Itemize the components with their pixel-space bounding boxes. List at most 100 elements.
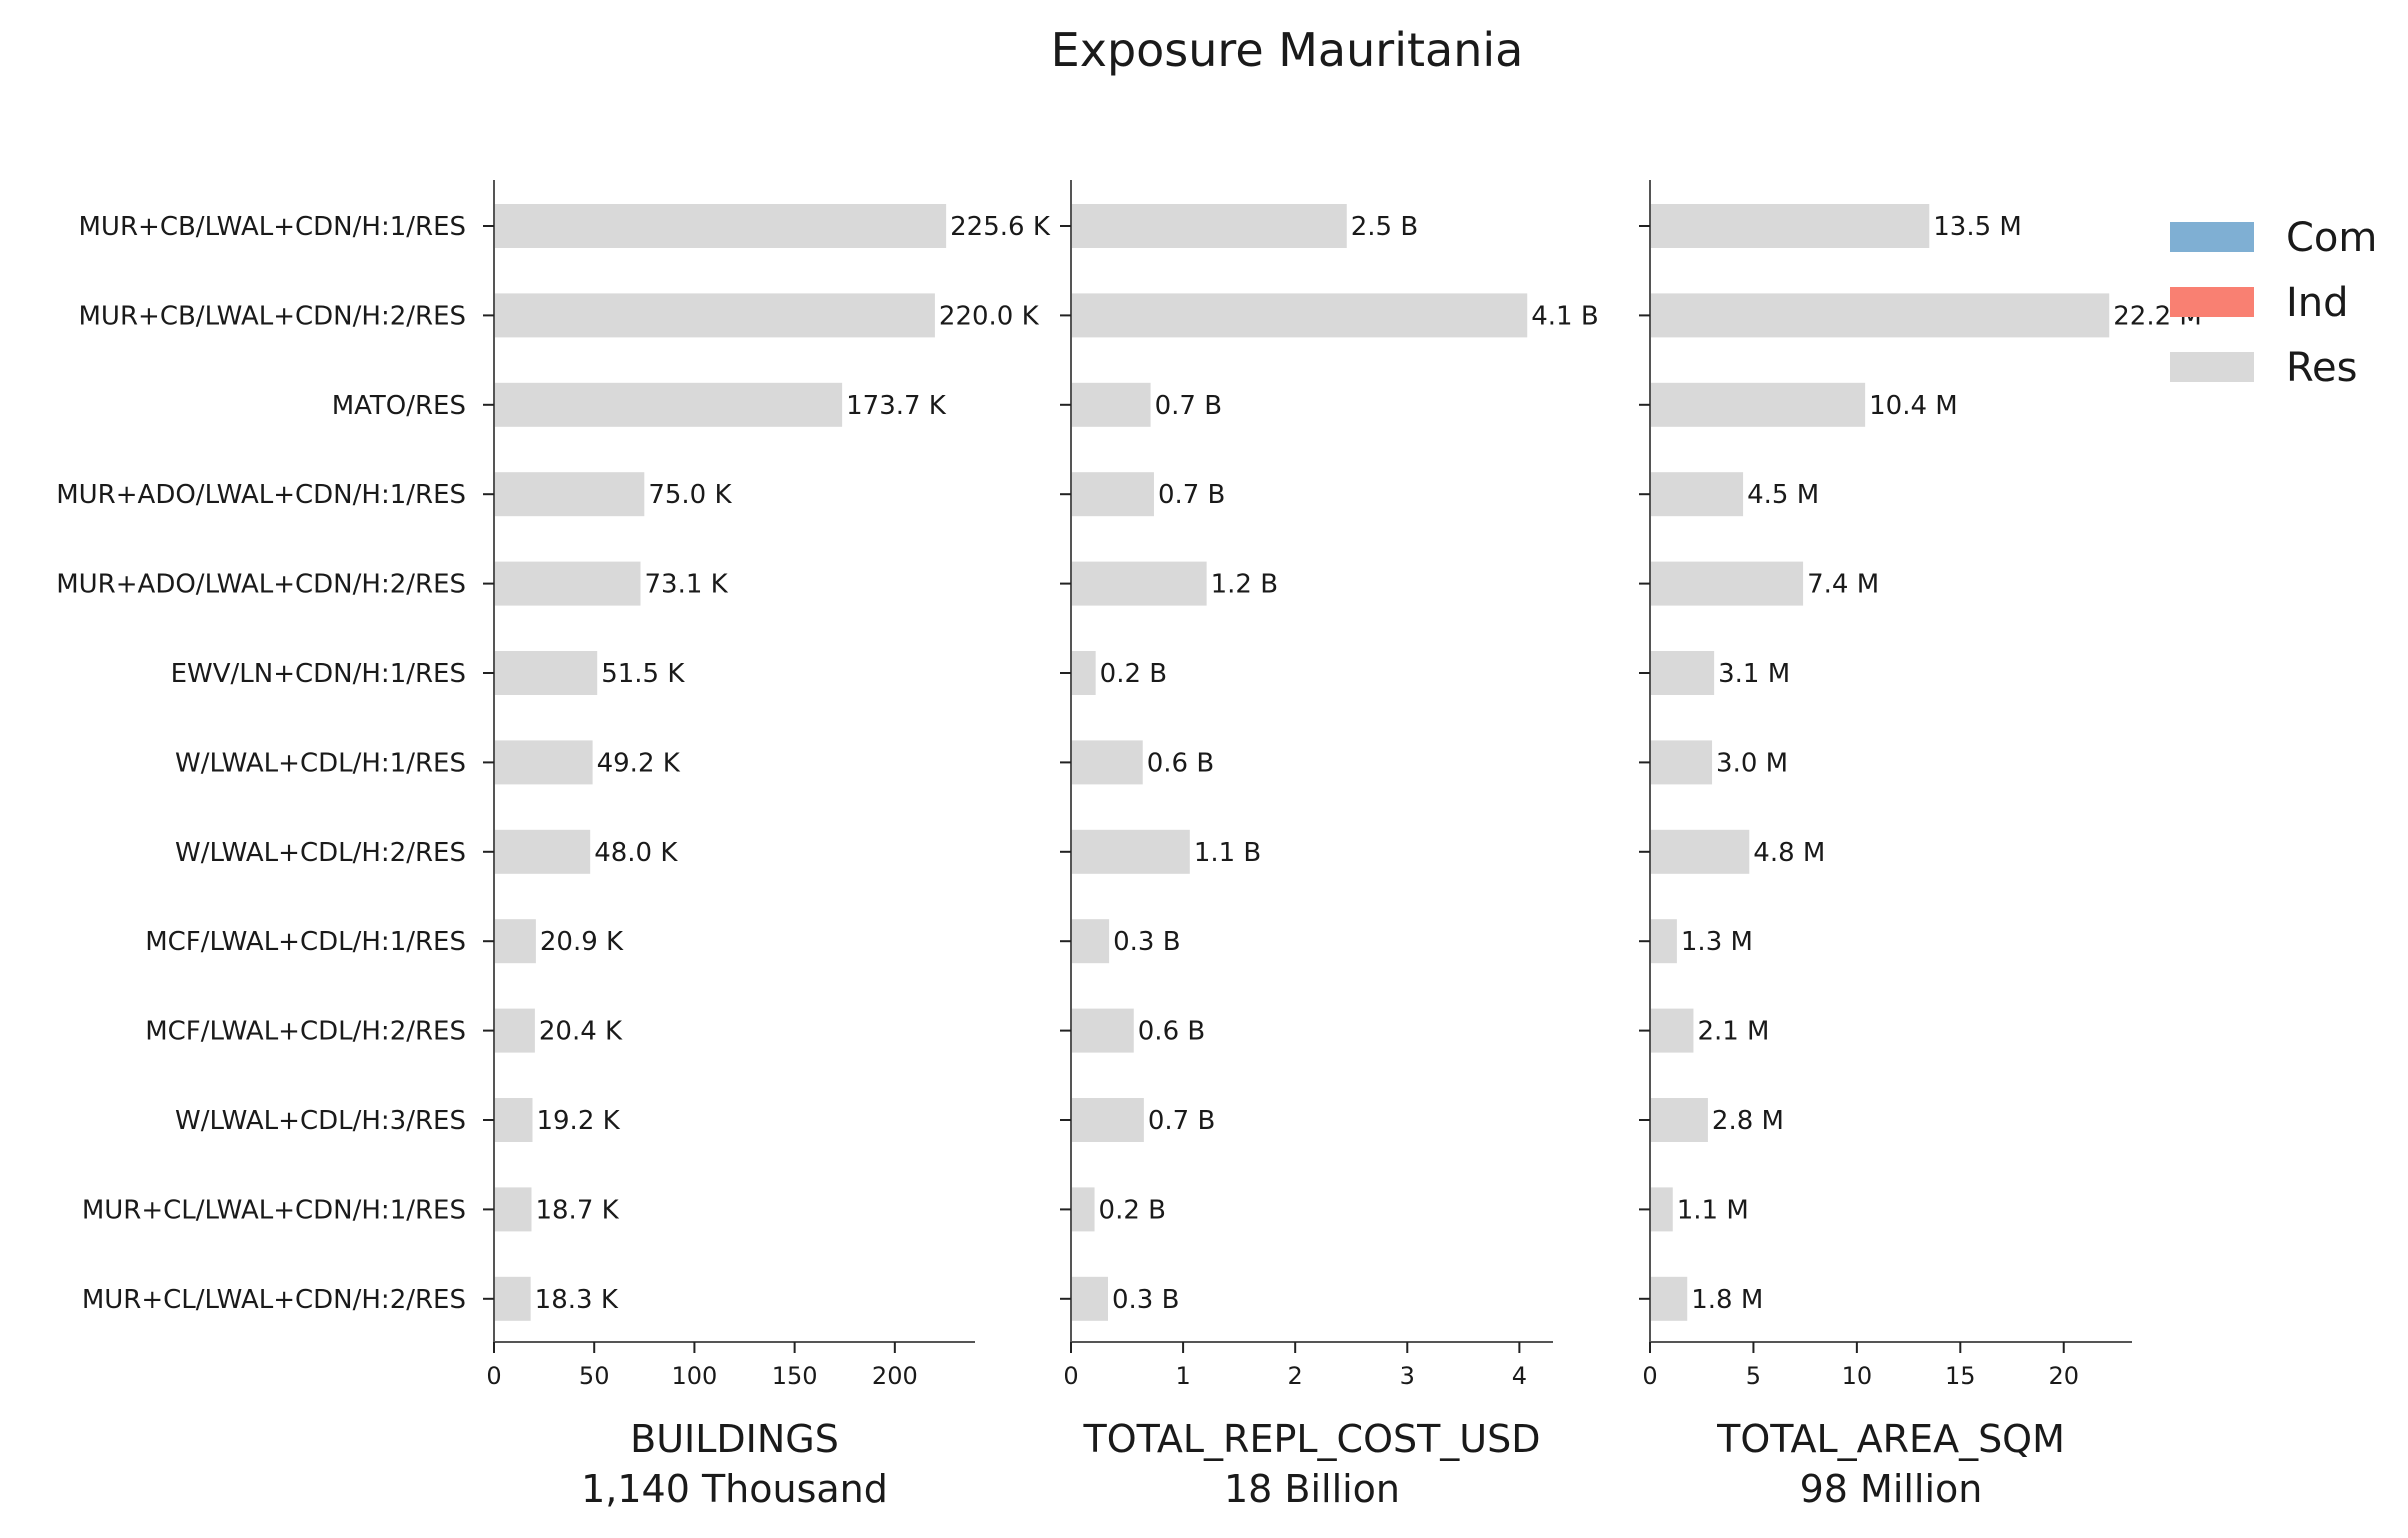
bar [1650,382,1866,427]
bar [494,919,536,964]
bar [1650,919,1677,964]
data-label: 0.7 B [1148,1106,1215,1136]
bar [1650,829,1750,874]
x-axis-total: 98 Million [1800,1467,1983,1511]
category-label: W/LWAL+CDL/H:3/RES [175,1106,466,1136]
category-label: MUR+ADO/LWAL+CDN/H:2/RES [56,570,466,600]
bar [494,1276,531,1321]
data-label: 0.7 B [1155,391,1222,421]
data-label: 7.4 M [1807,570,1879,600]
data-label: 0.2 B [1099,1195,1166,1225]
x-tick-label: 0 [1642,1362,1657,1390]
data-label: 225.6 K [950,212,1051,242]
data-label: 0.2 B [1100,659,1167,689]
data-label: 0.6 B [1147,748,1214,778]
bar [1071,472,1154,517]
bar [494,1187,532,1232]
category-label: MUR+CL/LWAL+CDN/H:2/RES [82,1285,466,1315]
legend-swatch [2170,222,2254,252]
data-label: 1.2 B [1211,570,1278,600]
category-label: EWV/LN+CDN/H:1/RES [171,659,466,689]
x-axis-title: TOTAL_AREA_SQM [1716,1417,2065,1461]
x-tick-label: 0 [1063,1362,1078,1390]
category-label: MUR+ADO/LWAL+CDN/H:1/RES [56,480,466,510]
panel-1: 225.6 K 220.0 K 173.7 K 75.0 K 73.1 K 51.5 K 4… [56,180,1051,1511]
chart-panels: 225.6 K 220.0 K 173.7 K 75.0 K 73.1 K 51.5 K 4… [56,180,2202,1511]
x-tick-label: 4 [1512,1362,1527,1390]
category-label: MUR+CB/LWAL+CDN/H:1/RES [79,212,467,242]
data-label: 0.6 B [1138,1017,1205,1047]
data-label: 13.5 M [1933,212,2022,242]
data-label: 75.0 K [648,480,732,510]
data-label: 18.7 K [535,1195,619,1225]
bar [494,829,591,874]
bar [1650,1008,1694,1053]
data-label: 3.1 M [1718,659,1790,689]
data-label: 2.1 M [1697,1017,1769,1047]
category-label: MCF/LWAL+CDL/H:1/RES [145,927,466,957]
legend-label: Com [2286,215,2377,261]
chart-legend: Com Ind Res [2170,215,2377,391]
data-label: 51.5 K [601,659,685,689]
x-axis-title: BUILDINGS [630,1417,839,1461]
panel-3: 13.5 M22.2 M10.4 M4.5 M7.4 M3.1 M3.0 M4.… [1639,180,2202,1511]
bar [1071,919,1110,964]
data-label: 4.8 M [1753,838,1825,868]
legend-swatch [2170,287,2254,317]
category-label: MUR+CB/LWAL+CDN/H:2/RES [79,301,467,331]
bar [494,472,645,517]
data-label: 20.4 K [539,1017,623,1047]
x-tick-label: 150 [772,1362,818,1390]
data-label: 0.3 B [1113,927,1180,957]
bar [494,382,843,427]
x-tick-label: 5 [1746,1362,1761,1390]
data-label: 0.3 B [1112,1285,1179,1315]
category-label: W/LWAL+CDL/H:1/RES [175,748,466,778]
bar [1071,829,1190,874]
bar [1650,1187,1673,1232]
data-label: 2.5 B [1351,212,1418,242]
bar [494,651,598,695]
bar [1650,472,1744,517]
x-tick-label: 0 [486,1362,501,1390]
bar [494,1008,535,1053]
data-label: 2.8 M [1712,1106,1784,1136]
bar [1650,1276,1688,1321]
bar [1071,561,1207,606]
data-label: 4.1 B [1531,301,1598,331]
bar [1071,1098,1144,1142]
legend-label: Res [2286,345,2357,391]
bar [1650,651,1715,695]
bar [1071,1187,1095,1232]
x-tick-label: 200 [872,1362,918,1390]
x-tick-label: 15 [1945,1362,1976,1390]
bar [494,204,947,248]
data-label: 49.2 K [597,748,681,778]
data-label: 4.5 M [1747,480,1819,510]
x-tick-label: 10 [1842,1362,1873,1390]
x-tick-label: 100 [672,1362,718,1390]
x-axis-total: 1,140 Thousand [581,1467,888,1511]
data-label: 1.1 M [1677,1195,1749,1225]
category-label: MATO/RES [332,391,466,421]
category-label: W/LWAL+CDL/H:2/RES [175,838,466,868]
panel-2: 2.5 B 4.1 B 0.7 B 0.7 B 1.2 B 0.2 B 0.6 B 1.1 B… [1060,180,1599,1511]
x-axis-title: TOTAL_REPL_COST_USD [1082,1417,1540,1461]
x-tick-label: 2 [1288,1362,1303,1390]
chart-title: Exposure Mauritania [1051,23,1524,77]
data-label: 1.1 B [1194,838,1261,868]
bar [1071,293,1528,338]
bar [1650,204,1930,248]
bar [1650,740,1713,785]
data-label: 48.0 K [594,838,678,868]
legend-label: Ind [2286,280,2349,326]
x-tick-label: 1 [1175,1362,1190,1390]
data-label: 18.3 K [535,1285,619,1315]
category-label: MUR+CL/LWAL+CDN/H:1/RES [82,1195,466,1225]
data-label: 10.4 M [1869,391,1958,421]
data-label: 3.0 M [1716,748,1788,778]
x-tick-label: 3 [1400,1362,1415,1390]
bar [1650,1098,1708,1142]
